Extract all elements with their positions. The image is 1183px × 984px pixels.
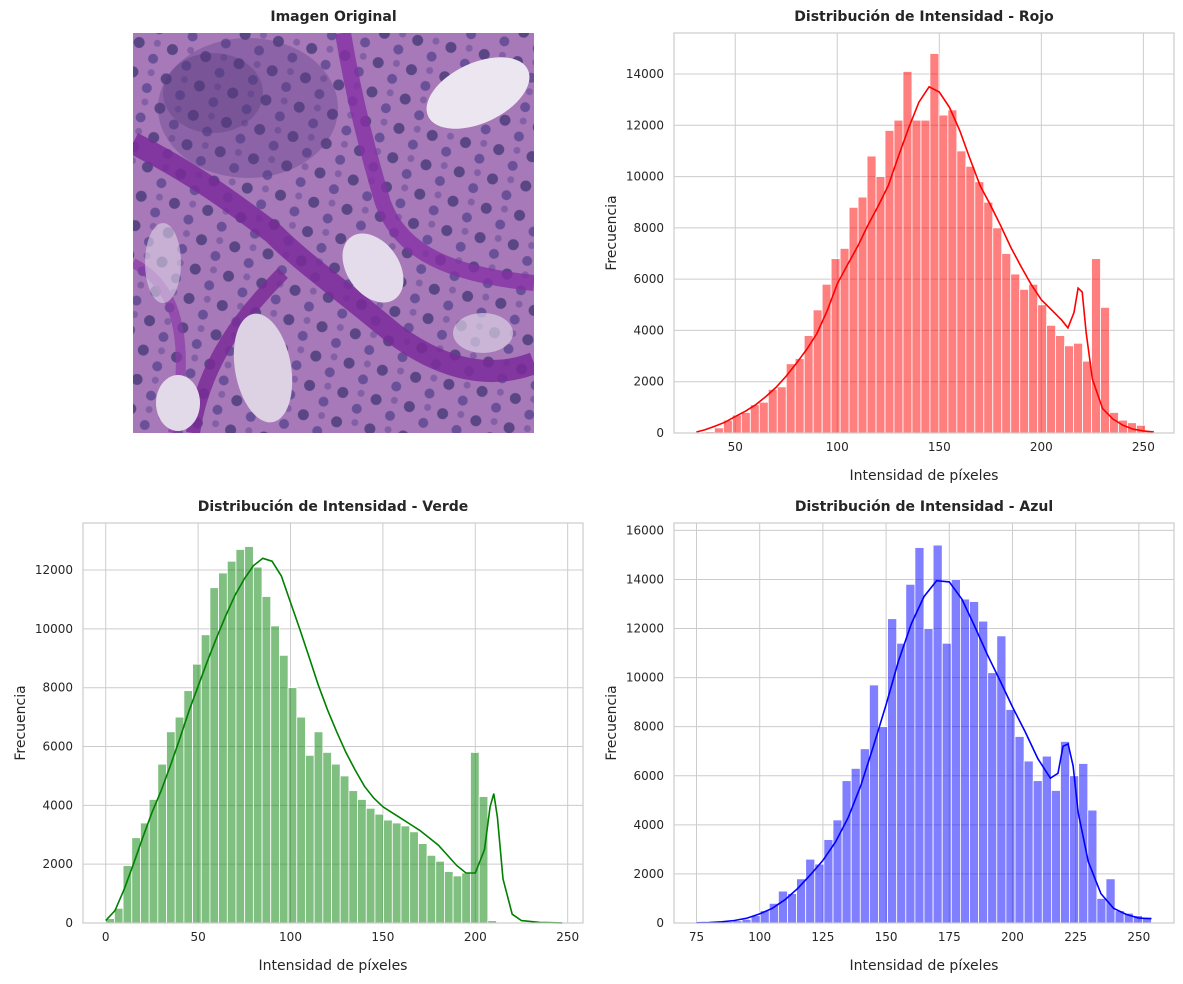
histogram-bar	[996, 635, 1007, 924]
plot-frame	[673, 522, 1175, 924]
y-tick-label: 12000	[626, 118, 664, 132]
x-tick-label: 150	[371, 930, 394, 944]
y-tick-label: 0	[65, 916, 73, 930]
x-tick-label: 125	[811, 930, 834, 944]
y-tick-label: 6000	[633, 769, 664, 783]
y-tick-label: 2000	[633, 375, 664, 389]
kde-line	[696, 579, 1152, 924]
x-tick-label: 200	[464, 930, 487, 944]
histogram-bar	[941, 642, 952, 924]
histogram-bar	[1051, 790, 1061, 924]
x-tick-label: 200	[1030, 440, 1053, 454]
kde-line	[105, 557, 563, 924]
y-tick-label: 14000	[626, 572, 664, 586]
x-tick-label: 250	[1132, 440, 1155, 454]
y-tick-label: 6000	[633, 272, 664, 286]
x-tick-label: 50	[728, 440, 743, 454]
x-axis-label: Intensidad de píxeles	[850, 468, 999, 484]
x-tick-label: 150	[875, 930, 898, 944]
histogram-bar	[1014, 736, 1025, 924]
y-tick-label: 0	[656, 426, 664, 440]
histogram-bar	[814, 863, 825, 924]
x-axis-label: Intensidad de píxeles	[850, 958, 999, 974]
histogram-bar	[950, 579, 961, 924]
histogram-bar	[777, 890, 788, 924]
x-tick-label: 0	[102, 930, 110, 944]
histology-image-graphic	[133, 33, 534, 433]
y-tick-label: 2000	[633, 867, 664, 881]
plot-frame	[82, 522, 584, 924]
histogram-bar	[978, 620, 989, 924]
y-axis-label: Frecuencia	[604, 685, 620, 760]
y-tick-label: 4000	[633, 323, 664, 337]
y-tick-label: 4000	[42, 798, 73, 812]
y-tick-label: 6000	[42, 740, 73, 754]
histogram-bar	[1087, 809, 1098, 924]
histogram-bar	[923, 628, 934, 924]
histogram-bar	[1041, 755, 1052, 924]
y-tick-label: 14000	[626, 67, 664, 81]
histogram-bar	[805, 858, 816, 924]
x-tick-label: 200	[1001, 930, 1024, 944]
red-chart-title: Distribución de Intensidad - Rojo	[794, 9, 1054, 25]
x-tick-label: 100	[826, 440, 849, 454]
kde-line	[696, 85, 1154, 433]
x-tick-label: 100	[748, 930, 771, 944]
y-tick-label: 10000	[35, 622, 73, 636]
histogram-bar	[1060, 741, 1071, 924]
histogram-bar	[1096, 898, 1107, 924]
histogram-bar	[1032, 780, 1043, 924]
y-axis-label: Frecuencia	[13, 685, 29, 760]
plot-frame	[673, 32, 1175, 434]
histogram-bar	[896, 642, 907, 924]
histogram-bar	[1078, 763, 1089, 924]
histogram-bar	[987, 672, 998, 924]
histogram-bar	[832, 819, 843, 924]
y-tick-label: 12000	[626, 622, 664, 636]
y-tick-label: 4000	[633, 818, 664, 832]
histogram-bar	[868, 684, 879, 924]
image-panel-title: Imagen Original	[270, 9, 397, 25]
histogram-bar	[1005, 709, 1016, 924]
green-chart-title: Distribución de Intensidad - Verde	[197, 499, 469, 515]
x-tick-label: 75	[689, 930, 704, 944]
histogram-bar	[914, 547, 925, 924]
y-tick-label: 2000	[42, 857, 73, 871]
y-tick-label: 8000	[633, 221, 664, 235]
histogram-bar	[841, 780, 852, 924]
y-tick-label: 8000	[42, 681, 73, 695]
histogram-bar	[787, 893, 797, 924]
x-tick-label: 100	[279, 930, 302, 944]
histogram-bar	[1023, 760, 1034, 924]
y-tick-label: 10000	[626, 170, 664, 184]
blue-chart-title: Distribución de Intensidad - Azul	[794, 499, 1054, 515]
y-axis-label: Frecuencia	[604, 195, 620, 270]
histology-image	[133, 33, 534, 433]
x-tick-label: 175	[938, 930, 961, 944]
histogram-bar	[960, 598, 970, 924]
histogram-bar	[887, 618, 898, 924]
x-tick-label: 250	[556, 930, 579, 944]
y-tick-label: 10000	[626, 671, 664, 685]
y-tick-label: 16000	[626, 523, 664, 537]
histogram-bar	[878, 726, 888, 924]
x-tick-label: 150	[928, 440, 951, 454]
histogram-bar	[932, 544, 943, 924]
y-tick-label: 0	[656, 916, 664, 930]
histogram-bar	[969, 601, 980, 924]
x-axis-label: Intensidad de píxeles	[259, 958, 408, 974]
x-tick-label: 250	[1127, 930, 1150, 944]
x-tick-label: 225	[1064, 930, 1087, 944]
y-tick-label: 8000	[633, 720, 664, 734]
y-tick-label: 12000	[35, 563, 73, 577]
x-tick-label: 50	[190, 930, 205, 944]
